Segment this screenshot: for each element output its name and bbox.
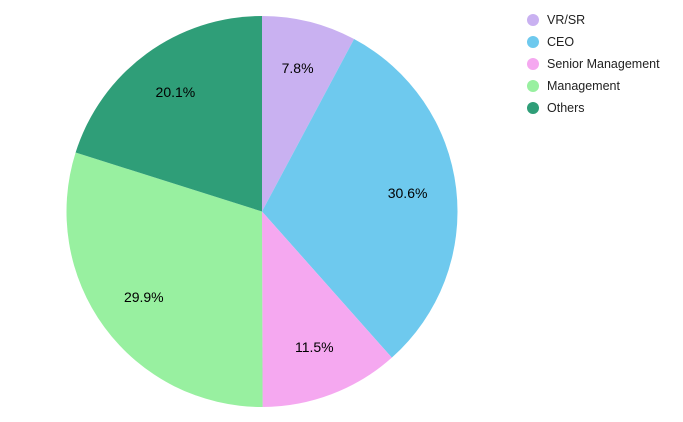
slice-percentage-label-others: 20.1%: [156, 84, 196, 100]
slice-percentage-label-management: 29.9%: [124, 289, 164, 305]
pie-slice-ceo[interactable]: [262, 39, 458, 358]
legend-item-management[interactable]: Management: [527, 75, 660, 97]
legend-item-others[interactable]: Others: [527, 97, 660, 119]
legend-item-label: Management: [547, 79, 620, 93]
slice-percentage-label-vr-sr: 7.8%: [282, 60, 314, 76]
pie-slices-group: [66, 16, 458, 408]
legend-color-swatch-icon: [527, 80, 539, 92]
pie-slice-others[interactable]: [75, 16, 263, 212]
legend-color-swatch-icon: [527, 14, 539, 26]
legend-item-label: Others: [547, 101, 585, 115]
legend-item-ceo[interactable]: CEO: [527, 31, 660, 53]
pie-labels-group: 7.8% 30.6% 11.5% 29.9% 20.1%: [124, 60, 428, 355]
pie-slice-management[interactable]: [66, 152, 263, 408]
legend-item-label: Senior Management: [547, 57, 660, 71]
pie-slice-vr-sr[interactable]: [262, 16, 355, 212]
legend-item-label: VR/SR: [547, 13, 586, 27]
legend-item-label: CEO: [547, 35, 575, 49]
slice-percentage-label-ceo: 30.6%: [388, 185, 428, 201]
legend-item-senior-management[interactable]: Senior Management: [527, 53, 660, 75]
legend: VR/SR CEO Senior Management Management Other…: [527, 9, 660, 119]
slice-percentage-label-senior-management: 11.5%: [295, 339, 334, 355]
legend-color-swatch-icon: [527, 36, 539, 48]
legend-item-vr-sr[interactable]: VR/SR: [527, 9, 660, 31]
legend-color-swatch-icon: [527, 58, 539, 70]
legend-color-swatch-icon: [527, 102, 539, 114]
pie-slice-senior-management[interactable]: [262, 211, 392, 408]
